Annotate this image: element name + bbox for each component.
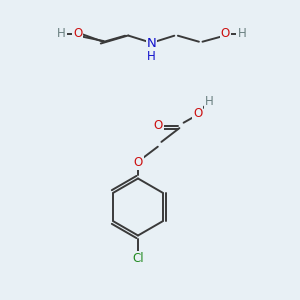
Text: O: O (154, 119, 163, 132)
Text: H: H (205, 95, 214, 108)
Text: Cl: Cl (132, 251, 144, 265)
Text: H: H (147, 50, 156, 64)
Text: N: N (147, 37, 156, 50)
Text: H: H (237, 27, 246, 40)
Text: O: O (73, 27, 82, 40)
Text: O: O (134, 156, 142, 170)
Text: O: O (221, 27, 230, 40)
Text: O: O (193, 106, 202, 120)
Text: H: H (57, 27, 66, 40)
